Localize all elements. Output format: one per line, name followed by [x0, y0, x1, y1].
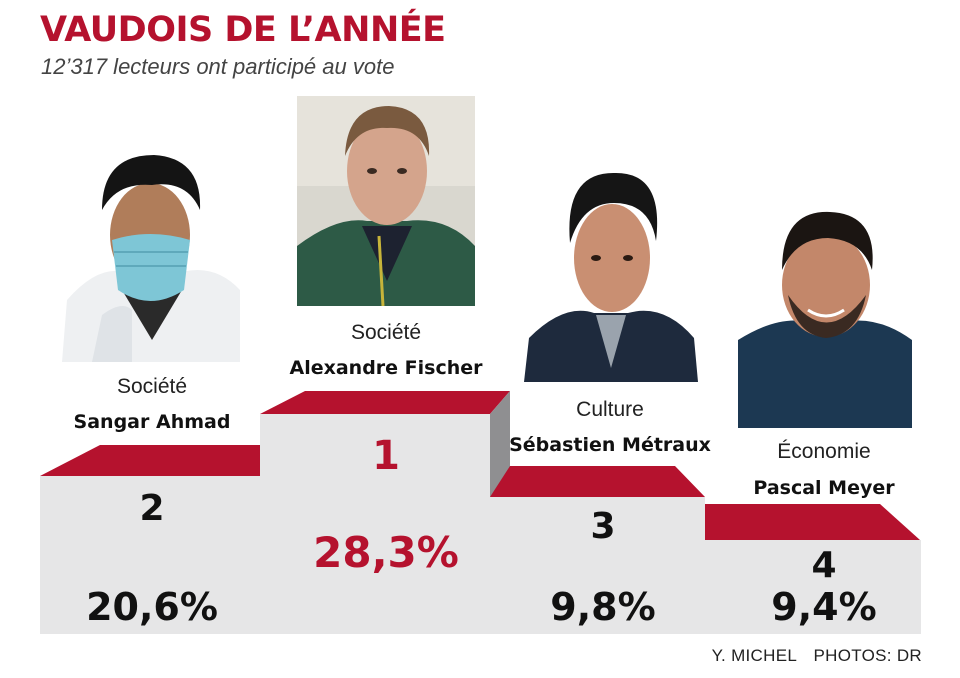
person-name-1: Alexandre Fischer — [289, 357, 483, 379]
credit-author: Y. MICHEL — [711, 646, 797, 665]
percent-label-3: 9,8% — [550, 585, 656, 629]
category-label-1: Société — [350, 321, 422, 344]
credit-photos: PHOTOS: DR — [813, 646, 922, 665]
rank-label-3: 3 — [590, 506, 616, 547]
rank-label-4: 4 — [811, 545, 837, 586]
chart-title: VAUDOIS DE L’ANNÉE — [40, 10, 446, 50]
portrait-photo-sebastien-metraux — [524, 163, 698, 382]
podium-step-3-front — [490, 497, 705, 634]
rank-label-1: 1 — [372, 433, 400, 479]
category-label-2: Société — [116, 375, 188, 398]
person-name-2: Sangar Ahmad — [73, 411, 231, 433]
podium-step-2-top — [40, 445, 260, 476]
person-name-3: Sébastien Métraux — [509, 434, 711, 456]
podium-step-2-front — [40, 476, 262, 634]
chart-subtitle: 12’317 lecteurs ont participé au vote — [41, 54, 395, 79]
category-label-4: Économie — [777, 440, 871, 463]
podium-step-4-front — [705, 540, 921, 634]
podium-step-1-front — [260, 414, 490, 634]
podium-step-1-top — [260, 391, 510, 414]
rank-label-2: 2 — [139, 488, 165, 529]
portrait-photo-pascal-meyer — [738, 210, 912, 428]
podium-step-4-top — [705, 504, 920, 540]
podium-step-3-top — [490, 466, 705, 497]
portrait-photo-sangar-ahmad — [62, 140, 240, 362]
credit-line: Y. MICHEL PHOTOS: DR — [712, 646, 922, 666]
portrait-photo-alexandre-fischer — [297, 96, 475, 306]
percent-label-1: 28,3% — [313, 528, 459, 577]
category-label-3: Culture — [576, 398, 644, 421]
person-name-4: Pascal Meyer — [753, 477, 895, 499]
percent-label-2: 20,6% — [86, 585, 218, 629]
podium-step-1-side — [490, 391, 510, 497]
percent-label-4: 9,4% — [771, 585, 877, 629]
